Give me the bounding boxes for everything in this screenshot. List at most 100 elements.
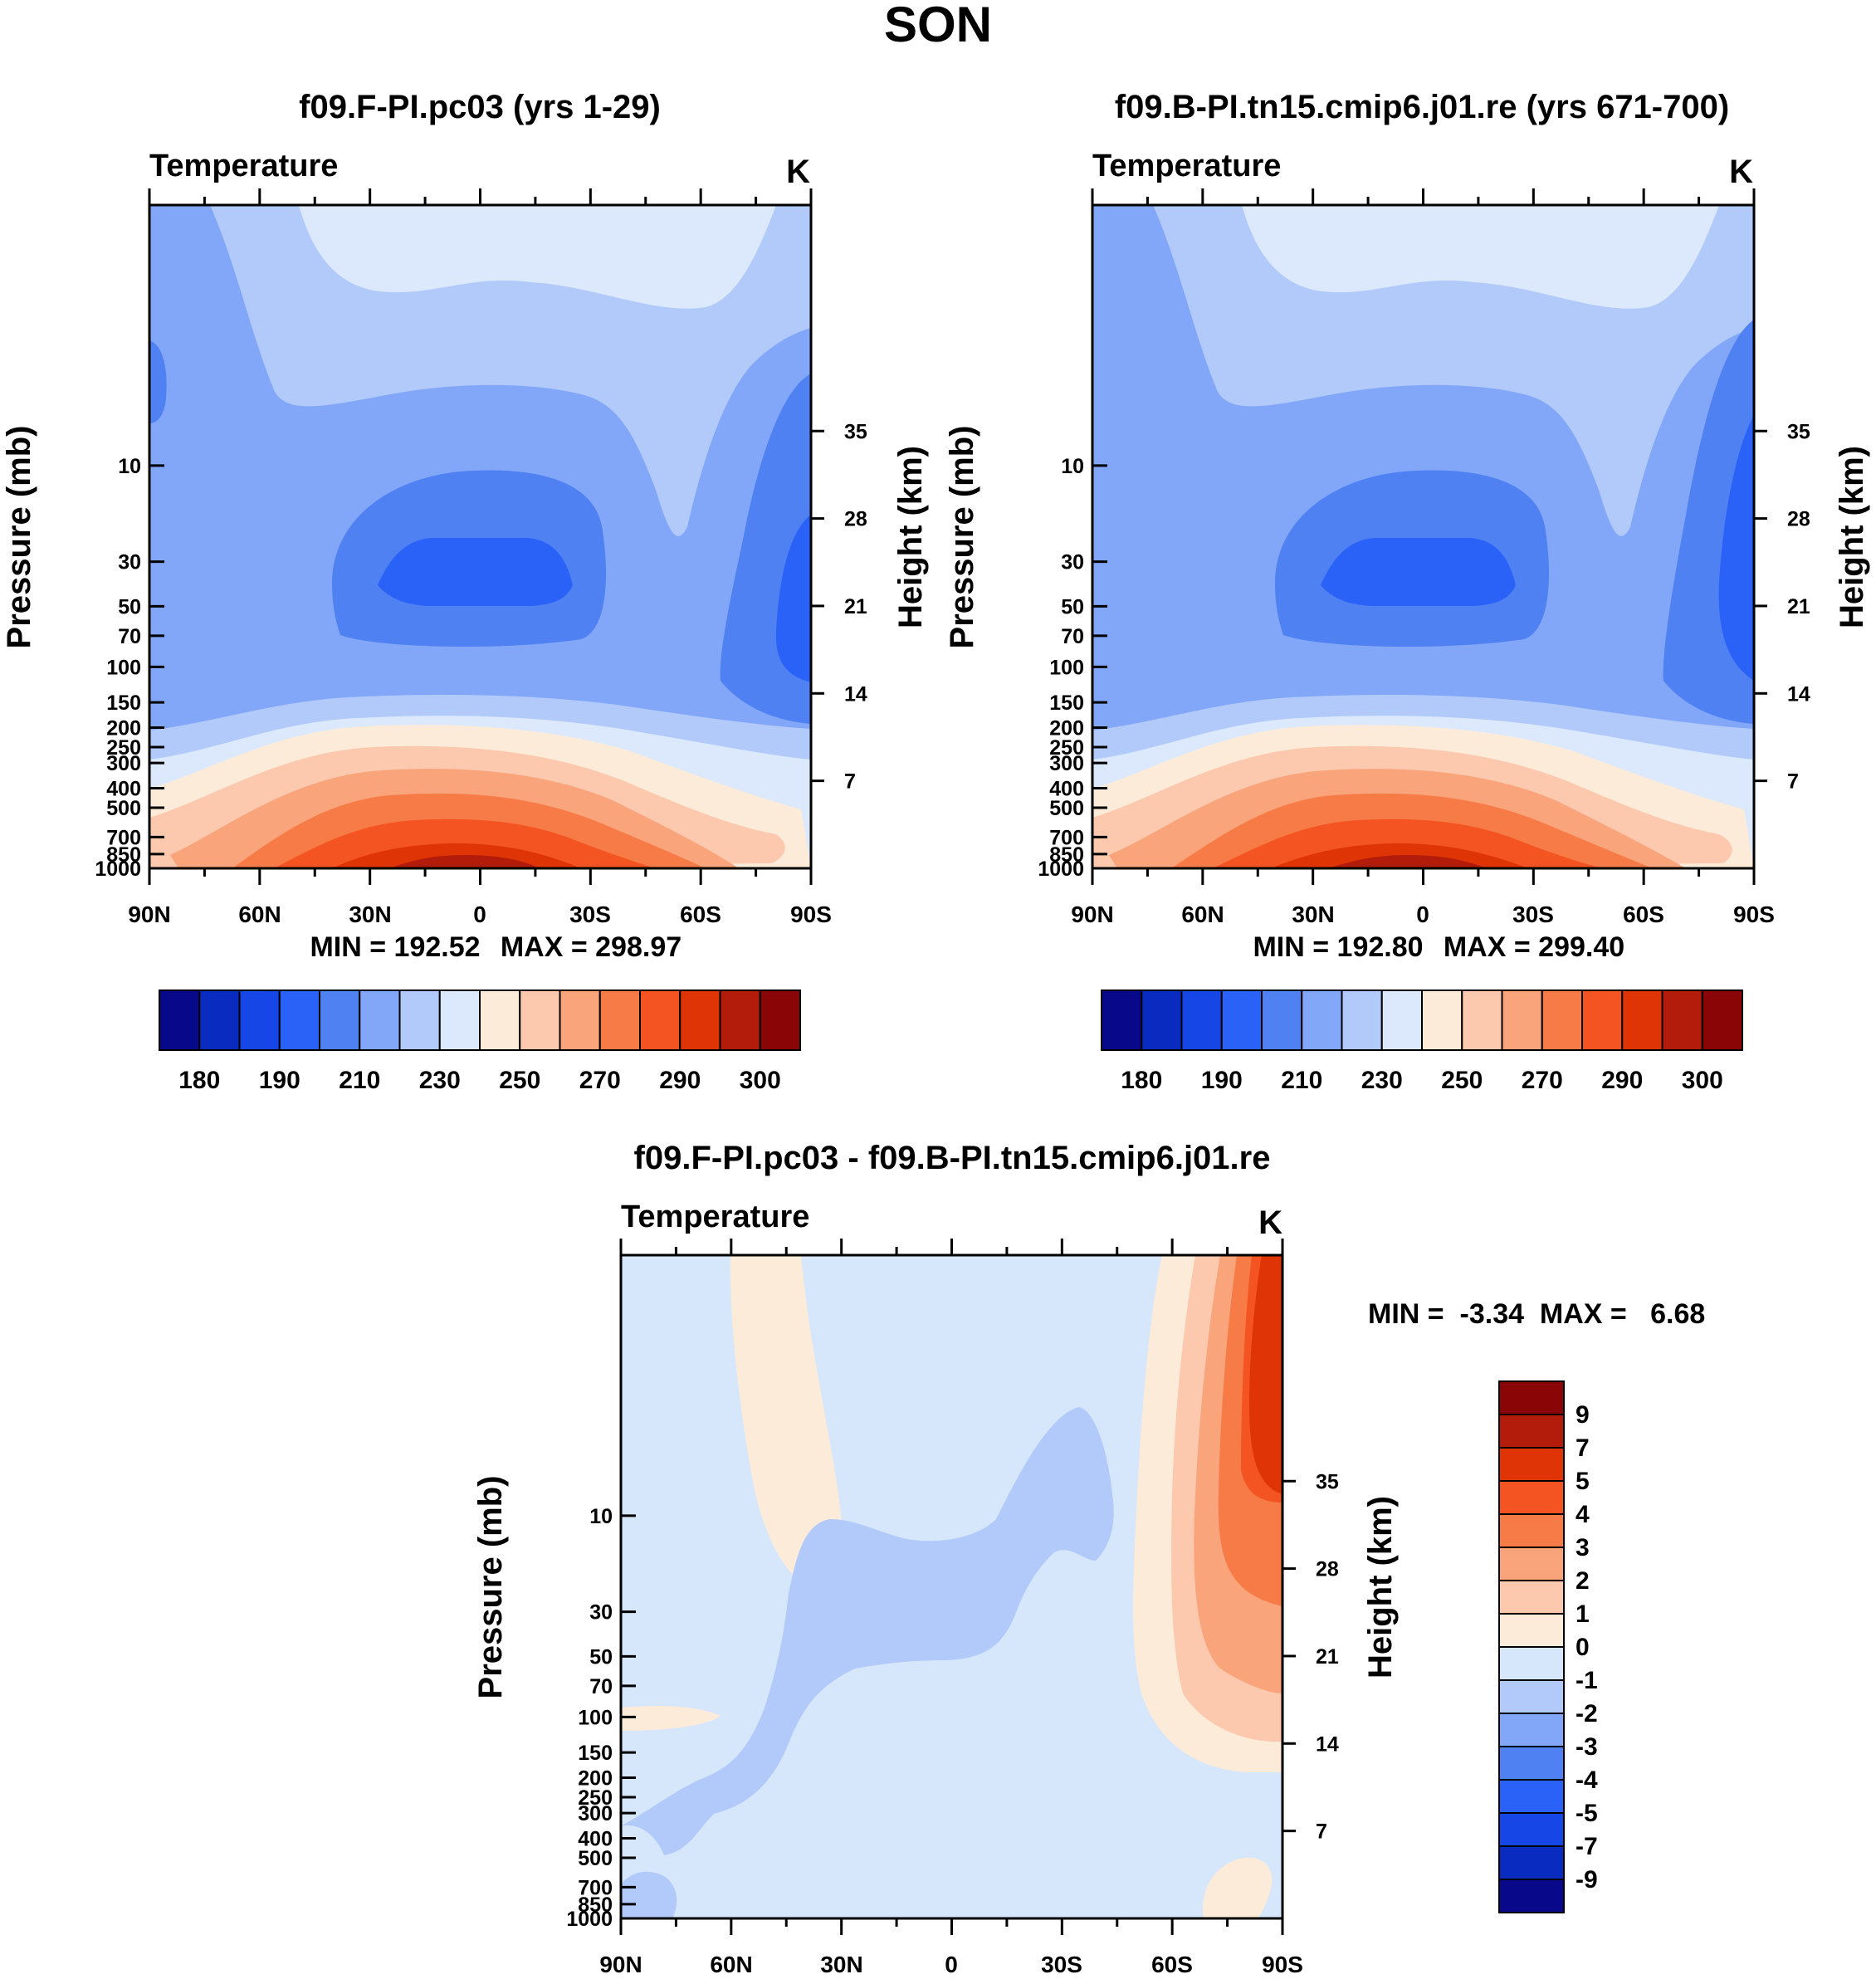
colorbar-swatch — [1498, 1513, 1565, 1548]
colorbar-swatch — [1380, 990, 1423, 1051]
y2-tick-label: 7 — [844, 770, 856, 794]
colorbar-swatch — [1301, 990, 1343, 1051]
colorbar-swatch — [1621, 990, 1663, 1051]
colorbar-label: 290 — [659, 1067, 701, 1094]
colorbar-label: 250 — [499, 1067, 540, 1094]
y-tick-label: 70 — [589, 1675, 613, 1698]
contour-field — [149, 205, 811, 868]
y-tick-label: 200 — [578, 1766, 613, 1790]
colorbar-swatch — [398, 990, 441, 1051]
y2-tick-label: 35 — [1316, 1470, 1339, 1493]
y-tick-label: 300 — [1049, 752, 1084, 775]
colorbar-label: 290 — [1601, 1067, 1643, 1094]
colorbar-swatch — [1581, 990, 1624, 1051]
y-axis-label: Pressure (mb) — [944, 426, 980, 649]
y-tick-label: 250 — [106, 736, 141, 760]
y-tick-label: 150 — [578, 1742, 613, 1765]
y2-tick-label: 28 — [1316, 1558, 1339, 1581]
y2-tick-label: 21 — [1316, 1645, 1339, 1669]
y-tick-label: 100 — [1049, 656, 1084, 679]
x-tick-label: 90N — [1071, 902, 1113, 927]
y-tick-label: 850 — [106, 843, 141, 867]
colorbar-swatch — [1101, 990, 1143, 1051]
colorbar-swatch — [1498, 1447, 1565, 1482]
panel-model-f: f09.F-PI.pc03 (yrs 1-29) Temperature K 9… — [1, 89, 929, 963]
y2-tick-label: 21 — [844, 595, 867, 618]
y-tick-label: 10 — [1061, 455, 1084, 478]
y-tick-label: 1000 — [95, 858, 141, 881]
y-tick-label: 100 — [106, 656, 141, 679]
contour-band-240 — [299, 205, 776, 309]
y-tick-label: 30 — [118, 551, 141, 574]
units-label: K — [1729, 154, 1753, 190]
colorbar-label: 180 — [1121, 1067, 1162, 1094]
y2-tick-label: 35 — [844, 420, 867, 443]
colorbar-swatch — [1341, 990, 1383, 1051]
colorbar-swatch — [519, 990, 561, 1051]
contour-band-0-1 — [621, 1706, 721, 1731]
contour-band-210-np — [149, 340, 167, 423]
y-tick-label: 100 — [578, 1706, 613, 1729]
colorbar-swatch — [1498, 1713, 1565, 1747]
colorbar-label: 230 — [419, 1067, 461, 1094]
contour-band-200-sp — [1718, 415, 1754, 681]
colorbar-label: 270 — [579, 1067, 621, 1094]
y2-tick-label: 14 — [844, 682, 867, 706]
x-tick-label: 60N — [1181, 902, 1224, 927]
colorbar-swatch — [1141, 990, 1183, 1051]
colorbar-label: 9 — [1576, 1401, 1590, 1429]
colorbar-label: 4 — [1576, 1501, 1590, 1528]
colorbar-temperature: 180 190 210 230 250 270 290 300 — [159, 990, 801, 1094]
colorbar-swatch — [1180, 990, 1223, 1051]
x-tick-label: 90S — [1733, 902, 1775, 927]
y2-tick-label: 28 — [1787, 508, 1810, 531]
y-tick-label: 400 — [578, 1827, 613, 1850]
colorbar-label: 180 — [178, 1067, 220, 1094]
colorbar-swatch — [1498, 1779, 1565, 1814]
panel-model-b: f09.B-PI.tn15.cmip6.j01.re (yrs 671-700)… — [944, 89, 1870, 963]
colorbar-label: 2 — [1576, 1567, 1590, 1595]
contour-band-200-eq — [378, 538, 573, 606]
y2-tick-label: 7 — [1787, 770, 1799, 794]
y-tick-label: 50 — [118, 595, 141, 618]
colorbar-swatch — [198, 990, 241, 1051]
y-tick-label: 850 — [578, 1893, 613, 1917]
x-tick-label: 60N — [238, 902, 281, 927]
y2-axis-label: Height (km) — [1834, 446, 1870, 628]
y-tick-label: 300 — [578, 1802, 613, 1825]
units-label: K — [1258, 1205, 1282, 1241]
colorbar-swatch — [759, 990, 801, 1051]
x-tick-label: 30S — [1041, 1952, 1082, 1977]
colorbar-temperature: 180 190 210 230 250 270 290 300 — [1101, 990, 1743, 1094]
contour-band-0-1 — [1203, 1857, 1273, 1918]
y-tick-label: 200 — [1049, 716, 1084, 740]
x-tick-label: 30N — [349, 902, 391, 927]
x-tick-label: 90N — [128, 902, 170, 927]
y2-tick-label: 35 — [1787, 420, 1810, 443]
max-label: MAX = 298.97 — [501, 931, 682, 963]
left-string: Temperature — [621, 1200, 809, 1234]
y-tick-label: 50 — [1061, 595, 1084, 618]
y2-tick-label: 21 — [1787, 595, 1810, 618]
colorbar-difference: 9 7 5 4 3 2 1 0 -1 -2 -3 -4 -5 -7 -9 — [1498, 1380, 1598, 1913]
y-tick-label: 700 — [578, 1876, 613, 1899]
units-label: K — [786, 154, 810, 190]
y-tick-label: 1000 — [1038, 858, 1084, 881]
y-tick-label: 400 — [1049, 777, 1084, 800]
min-label: MIN = 192.52 — [310, 931, 480, 963]
y-tick-label: 500 — [1049, 797, 1084, 820]
contour-band-200-sp — [775, 515, 811, 682]
panel-title: f09.B-PI.tn15.cmip6.j01.re (yrs 671-700) — [1115, 89, 1729, 125]
y2-tick-label: 7 — [1316, 1820, 1327, 1844]
colorbar-swatch — [1220, 990, 1263, 1051]
colorbar-label: -9 — [1576, 1866, 1598, 1893]
colorbar-swatch — [359, 990, 401, 1051]
x-tick-label: 30S — [1512, 902, 1554, 927]
colorbar-label: 0 — [1576, 1634, 1590, 1661]
x-tick-label: 60N — [710, 1952, 752, 1977]
colorbar-swatch — [319, 990, 361, 1051]
min-label: MIN = 192.80 — [1253, 931, 1423, 963]
x-tick-label: 30N — [1292, 902, 1334, 927]
